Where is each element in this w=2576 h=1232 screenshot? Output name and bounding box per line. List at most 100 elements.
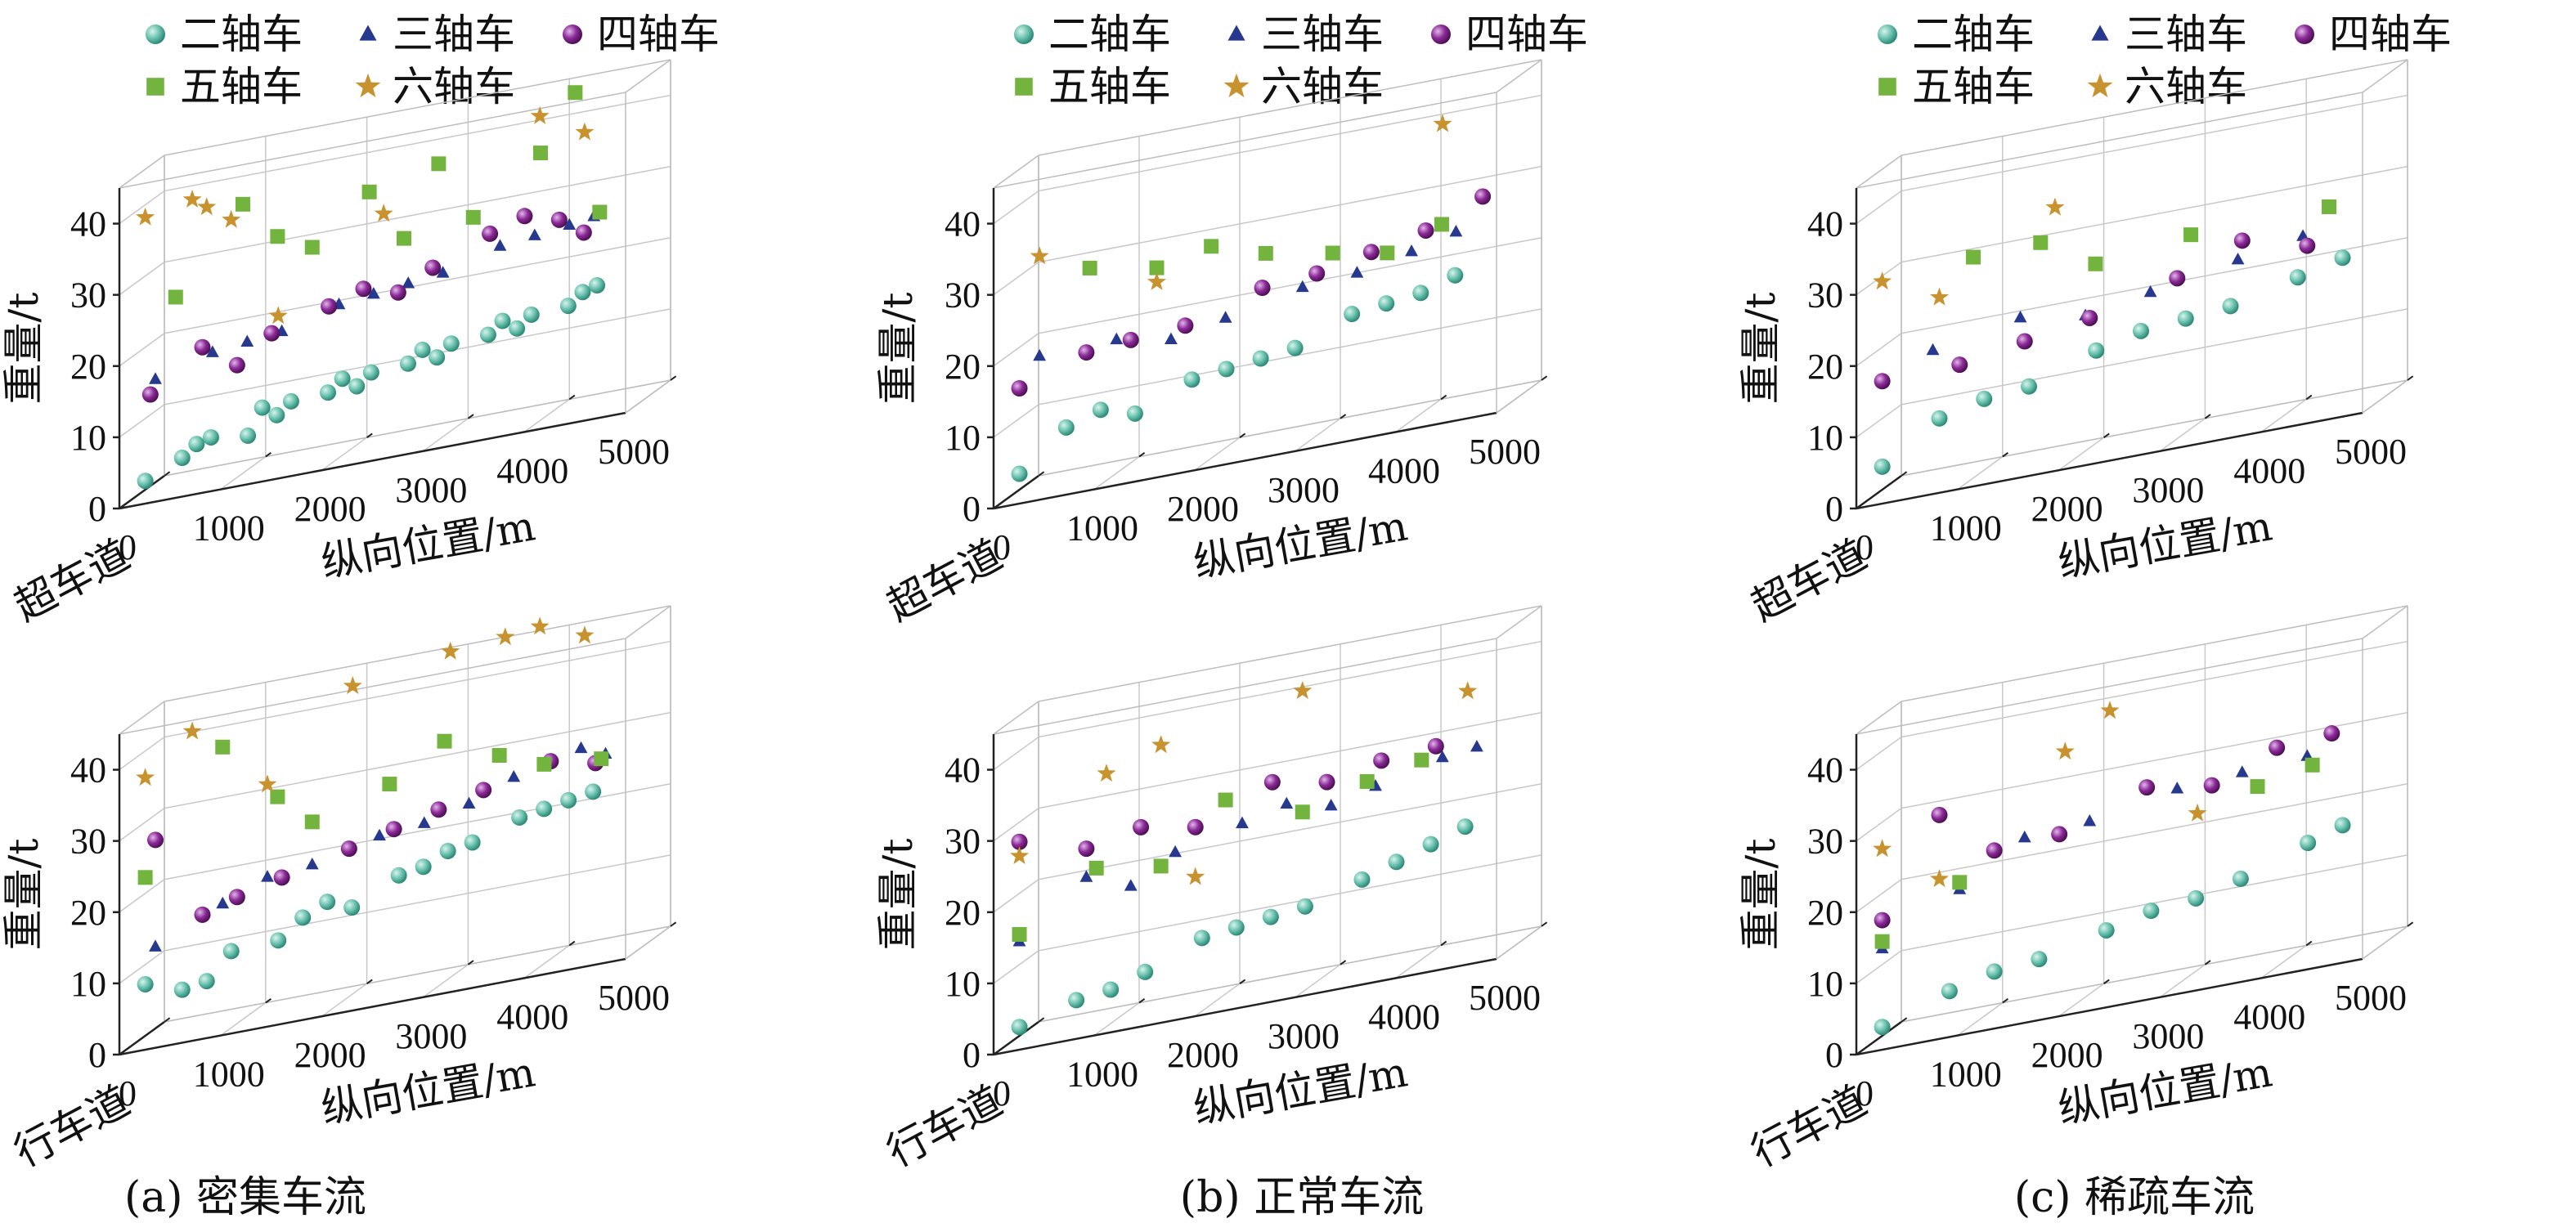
z-tick-label: 30	[1807, 822, 1843, 862]
point-5axle	[270, 229, 285, 244]
axis-frame-edge	[625, 925, 671, 960]
grid-line	[164, 711, 671, 809]
x-tick	[1138, 997, 1146, 1004]
axis-frame-edge	[1856, 1020, 1902, 1056]
point-5axle	[304, 240, 320, 255]
point-4axle	[1318, 773, 1335, 791]
point-5axle	[2304, 757, 2320, 773]
legend-marker-4axle	[1431, 25, 1451, 44]
point-2axle	[173, 450, 191, 467]
grid-line	[993, 190, 1039, 225]
grid-line	[422, 964, 469, 998]
z-axis-label: 重量/t	[1737, 839, 1784, 951]
point-3axle	[373, 828, 386, 841]
z-tick-label: 40	[945, 204, 981, 244]
point-2axle	[254, 399, 271, 416]
point-4axle	[1187, 818, 1204, 836]
axis-frame-edge	[164, 925, 671, 1023]
point-3axle	[436, 266, 450, 278]
point-2axle	[523, 306, 540, 323]
grid-line	[321, 437, 368, 471]
z-axis-label: 重量/t	[1737, 293, 1784, 405]
x-tick-label: 4000	[496, 997, 568, 1037]
x-tick	[670, 375, 677, 381]
z-tick-label: 40	[70, 204, 106, 244]
point-6axle	[530, 616, 550, 635]
x-tick	[1541, 375, 1548, 381]
x-tick	[1038, 1017, 1045, 1023]
z-tick-label: 30	[945, 276, 981, 316]
axis-frame-edge	[993, 957, 1497, 1056]
legend-label-6axle: 六轴车	[393, 63, 515, 110]
point-4axle	[228, 889, 245, 906]
point-3axle	[1079, 870, 1093, 882]
point-2axle	[2088, 342, 2105, 359]
point-3axle	[1218, 311, 1232, 323]
x-tick-label: 4000	[496, 450, 568, 491]
point-3axle	[149, 372, 162, 384]
x-tick-label: 2000	[2031, 1035, 2103, 1075]
point-4axle	[1133, 818, 1150, 836]
point-4axle	[1078, 840, 1095, 858]
point-2axle	[2188, 889, 2205, 907]
point-2axle	[2021, 378, 2037, 395]
point-2axle	[1931, 410, 1948, 427]
legend-marker-5axle	[1878, 78, 1896, 96]
x-tick	[1901, 1017, 1908, 1023]
point-2axle	[320, 384, 337, 401]
x-tick-label: 5000	[1469, 978, 1541, 1018]
point-2axle	[589, 277, 606, 294]
point-6axle	[575, 625, 595, 644]
z-tick-label: 30	[945, 822, 981, 862]
x-tick-label: 3000	[1268, 1016, 1340, 1056]
point-3axle	[1405, 244, 1418, 257]
point-6axle	[1458, 681, 1478, 700]
point-2axle	[334, 370, 351, 388]
x-tick	[2305, 940, 2313, 947]
point-4axle	[389, 284, 406, 301]
point-6axle	[1929, 869, 1950, 888]
grid-line	[1957, 455, 2004, 491]
axis-frame-edge	[1901, 925, 2408, 1023]
grid-line	[2159, 964, 2206, 998]
lane-label: 行车道	[879, 1077, 1010, 1176]
point-2axle	[429, 349, 446, 366]
legend-label-3axle: 三轴车	[2125, 11, 2247, 58]
point-4axle	[1011, 833, 1028, 850]
x-tick-label: 5000	[2335, 432, 2407, 472]
grid-line	[1038, 165, 1542, 263]
z-tick-label: 10	[70, 418, 106, 458]
point-2axle	[1296, 898, 1313, 915]
point-5axle	[1966, 249, 1981, 265]
axis-frame-edge	[1856, 474, 1902, 510]
point-5axle	[431, 156, 447, 172]
z-tick-label: 10	[1807, 964, 1843, 1004]
x-tick-label: 4000	[2233, 450, 2305, 491]
point-3axle	[2083, 814, 2097, 827]
point-4axle	[273, 869, 290, 886]
x-tick-label: 5000	[2335, 978, 2407, 1018]
point-2axle	[536, 800, 553, 818]
point-2axle	[1126, 405, 1143, 422]
point-3axle	[1110, 332, 1124, 345]
x-tick-label: 5000	[1469, 432, 1541, 472]
point-5axle	[1088, 860, 1104, 876]
x-tick-label: 3000	[2132, 470, 2204, 510]
point-6axle	[575, 122, 595, 141]
axis-frame-edge	[993, 638, 1497, 735]
grid-line	[220, 455, 267, 491]
legend-marker-4axle	[2295, 25, 2314, 44]
z-tick-label: 40	[70, 750, 106, 791]
point-2axle	[2222, 298, 2239, 315]
grid-line	[1038, 237, 1542, 334]
point-2axle	[2300, 834, 2317, 851]
point-5axle	[1414, 752, 1429, 768]
point-5axle	[536, 756, 552, 772]
z-tick-label: 30	[70, 276, 106, 316]
caption-b: (b) 正常车流	[1180, 1173, 1424, 1222]
point-4axle	[1122, 331, 1139, 348]
x-tick-label: 3000	[395, 1016, 467, 1056]
x-tick	[2103, 979, 2110, 985]
